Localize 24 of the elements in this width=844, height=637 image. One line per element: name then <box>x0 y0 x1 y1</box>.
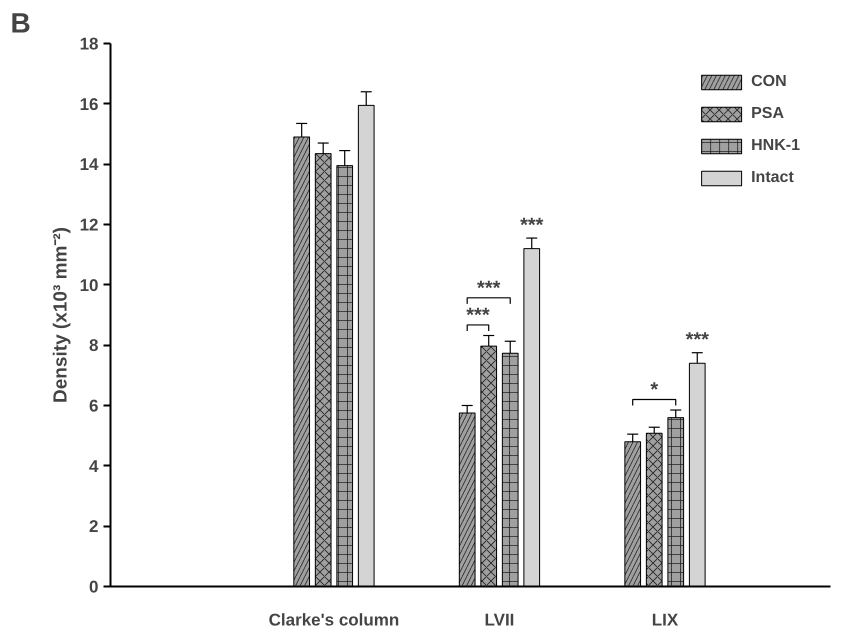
x-tick-label: LVII <box>484 610 514 630</box>
y-tick-label: 4 <box>89 456 100 476</box>
legend-label: CON <box>751 73 787 91</box>
y-tick-label: 6 <box>89 396 99 416</box>
annotation: * <box>650 378 658 401</box>
y-tick-label: 12 <box>80 216 99 234</box>
x-tick-label: Clarke's column <box>268 610 400 630</box>
y-tick-label: 0 <box>89 578 99 596</box>
legend-label: HNK-1 <box>751 137 800 155</box>
y-tick-label: 18 <box>80 34 99 54</box>
legend-label: PSA <box>751 105 784 123</box>
y-axis-title: Density (x10³ mm⁻²) <box>50 226 72 403</box>
x-tick-label: LIX <box>652 610 679 630</box>
y-tick-label: 10 <box>80 276 99 295</box>
legend-label: Intact <box>751 169 794 187</box>
y-tick-label: 8 <box>89 336 99 356</box>
text: B <box>10 8 31 38</box>
y-tick-label: 14 <box>80 155 100 174</box>
y-tick-label: 2 <box>89 517 99 536</box>
annotation: *** <box>477 277 501 300</box>
y-tick-label: 16 <box>80 94 99 114</box>
annotation: *** <box>520 214 544 237</box>
annotation: *** <box>466 304 490 326</box>
annotation: *** <box>686 329 710 352</box>
